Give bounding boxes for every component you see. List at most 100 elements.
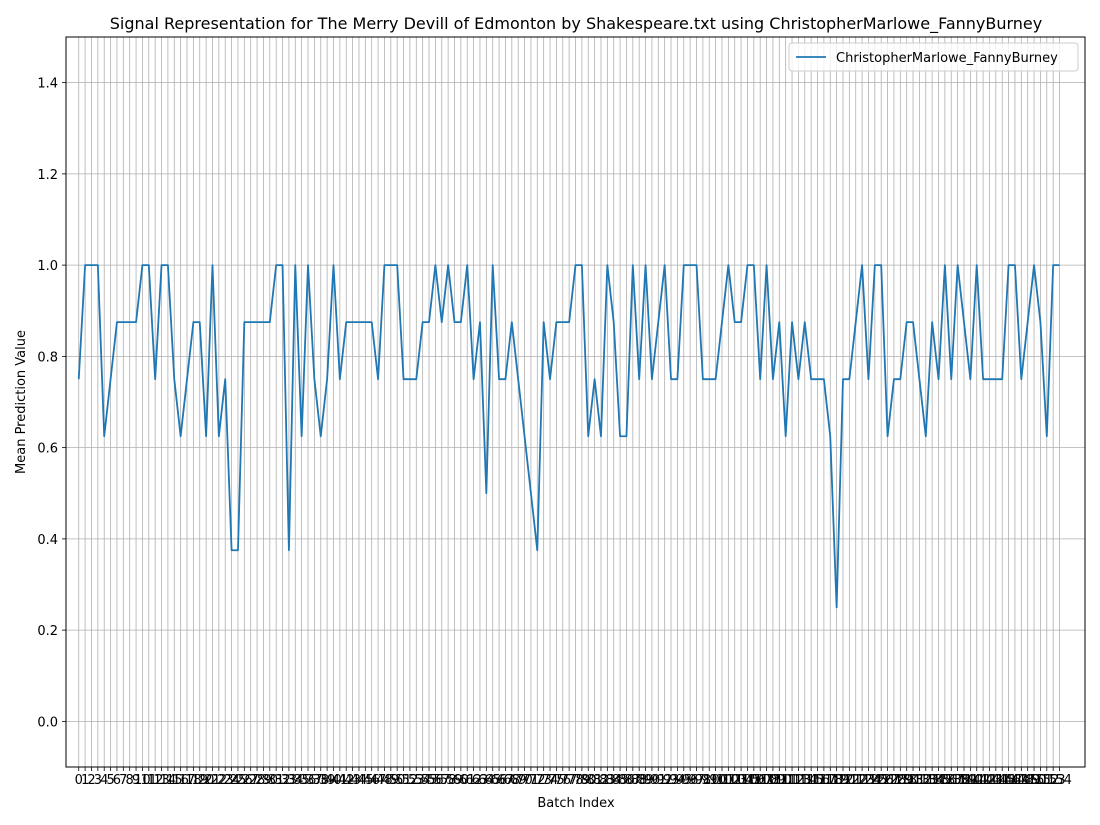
x-tick-label: 1 [81,773,89,788]
legend-label: ChristopherMarlowe_FannyBurney [836,51,1058,66]
x-tick-label: 133 [913,773,938,788]
y-tick-label: 1.4 [37,77,58,92]
x-tick-label: 70 [516,773,533,788]
x-tick-label: 79 [574,773,591,788]
x-tick-label: 147 [1003,773,1028,788]
x-tick-label: 51 [395,773,412,788]
x-tick-label: 122 [843,773,868,788]
y-gridlines [66,82,1085,722]
x-tick-label: 35 [293,773,310,788]
x-tick-label: 151 [1028,773,1053,788]
x-tick-label: 0 [75,773,83,788]
x-tick-label: 110 [767,773,792,788]
x-tick-label: 72 [529,773,546,788]
x-tick-label: 4 [100,773,108,788]
x-tick-label: 117 [811,773,836,788]
x-tick-label: 42 [338,773,355,788]
x-tick-label: 132 [907,773,932,788]
x-tick-label: 154 [1047,773,1072,788]
x-tick-label: 97 [688,773,705,788]
x-tick-label: 111 [773,773,798,788]
y-tick-label: 0.4 [37,533,58,548]
x-tick-label: 86 [618,773,635,788]
x-tick-label: 66 [491,773,508,788]
x-tick-label: 91 [650,773,667,788]
x-tick-label: 112 [780,773,805,788]
x-tick-label: 128 [882,773,907,788]
x-tick-label: 14 [160,773,177,788]
y-tick-label: 0.2 [37,624,58,639]
x-tick-label: 48 [376,773,393,788]
x-tick-label: 9 [132,773,140,788]
x-tick-label: 38 [312,773,329,788]
x-tick-label: 58 [440,773,457,788]
x-tick-label: 62 [465,773,482,788]
x-tick-label: 135 [926,773,951,788]
x-tick-label: 88 [631,773,648,788]
x-tick-label: 59 [446,773,463,788]
chart-title: Signal Representation for The Merry Devi… [110,14,1043,34]
x-tick-label: 114 [792,773,817,788]
x-tick-label: 6 [113,773,121,788]
x-tick-label: 104 [729,773,754,788]
x-tick-label: 8 [126,773,134,788]
y-tick-label: 0.8 [37,350,58,365]
x-tick-label: 143 [977,773,1002,788]
x-tick-label: 93 [663,773,680,788]
y-axis-ticks: 0.0 0.2 0.4 0.6 0.8 1.0 1.2 1.4 [37,77,66,730]
x-tick-label: 126 [869,773,894,788]
x-tick-label: 125 [862,773,887,788]
x-tick-label: 36 [300,773,317,788]
y-tick-label: 1.2 [37,168,58,183]
x-tick-label: 95 [675,773,692,788]
x-tick-label: 52 [402,773,419,788]
x-tick-label: 101 [710,773,735,788]
x-tick-label: 64 [478,773,495,788]
x-tick-label: 100 [703,773,728,788]
x-tick-label: 31 [268,773,285,788]
legend-box [788,42,1079,72]
x-tick-label: 26 [236,773,253,788]
x-axis-label: Batch Index [537,796,615,811]
y-tick-label: 0.0 [37,715,58,730]
x-tick-label: 108 [754,773,779,788]
x-tick-label: 19 [191,773,208,788]
x-tick-label: 120 [831,773,856,788]
x-tick-label: 130 [894,773,919,788]
x-tick-label: 23 [217,773,234,788]
series-line [77,264,1060,609]
x-tick-label: 119 [824,773,849,788]
x-tick-label: 67 [497,773,514,788]
x-tick-label: 136 [932,773,957,788]
x-tick-label: 7 [119,773,127,788]
x-tick-label: 61 [459,773,476,788]
x-tick-label: 2 [87,773,95,788]
x-tick-label: 73 [535,773,552,788]
x-tick-label: 124 [856,773,881,788]
x-tick-label: 32 [274,773,291,788]
x-tick-label: 3 [94,773,102,788]
x-tick-label: 29 [255,773,272,788]
x-tick-label: 109 [761,773,786,788]
x-tick-label: 123 [850,773,875,788]
x-tick-label: 46 [363,773,380,788]
x-tick-label: 137 [939,773,964,788]
x-tick-label: 89 [637,773,654,788]
x-tick-label: 83 [599,773,616,788]
y-tick-label: 0.6 [37,442,58,457]
x-tick-label: 47 [370,773,387,788]
x-tick-label: 145 [990,773,1015,788]
x-tick-label: 50 [389,773,406,788]
legend: ChristopherMarlowe_FannyBurney [788,42,1079,72]
x-tick-label: 140 [958,773,983,788]
x-tick-label: 41 [332,773,349,788]
x-tick-label: 75 [548,773,565,788]
x-tick-label: 12 [147,773,164,788]
x-tick-label: 81 [586,773,603,788]
y-axis-label: Mean Prediction Value [14,330,29,474]
x-tick-label: 28 [249,773,266,788]
x-tick-label: 49 [383,773,400,788]
x-tick-label: 150 [1022,773,1047,788]
x-tick-label: 30 [262,773,279,788]
x-tick-label: 102 [716,773,741,788]
